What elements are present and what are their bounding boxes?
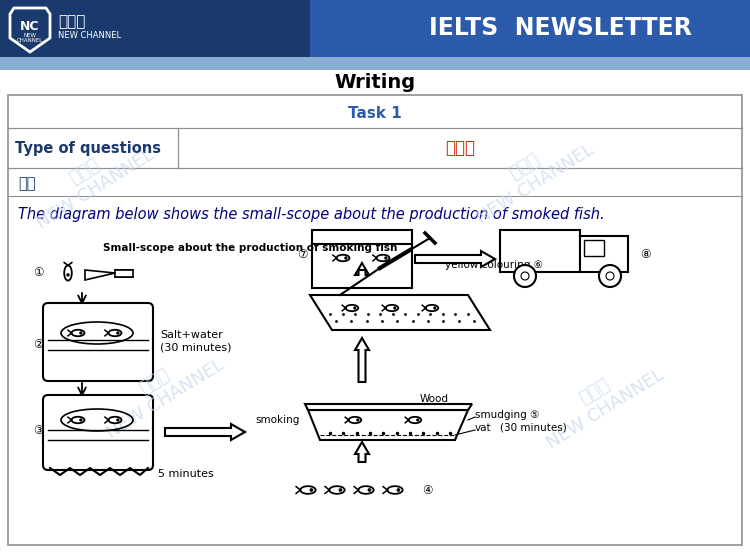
Text: Writing: Writing [334, 72, 416, 91]
Text: Task 1: Task 1 [348, 107, 402, 122]
Circle shape [345, 257, 347, 259]
Circle shape [354, 307, 356, 309]
Text: vat: vat [475, 423, 492, 433]
Ellipse shape [376, 255, 389, 261]
Circle shape [599, 265, 621, 287]
Text: smudging ⑤: smudging ⑤ [475, 410, 539, 420]
Polygon shape [355, 338, 369, 382]
Text: 流程图: 流程图 [445, 139, 475, 157]
Text: yellow colouring ⑥: yellow colouring ⑥ [445, 260, 543, 270]
Ellipse shape [346, 305, 358, 311]
Circle shape [80, 332, 82, 334]
Text: Type of questions: Type of questions [15, 140, 161, 155]
Circle shape [394, 307, 396, 309]
Text: ②: ② [33, 338, 44, 352]
Ellipse shape [71, 417, 85, 423]
Bar [8, 95, 742, 545]
Bar [0, 0, 310, 57]
Text: ③: ③ [33, 424, 44, 436]
Bar [580, 236, 628, 272]
Ellipse shape [329, 486, 345, 494]
Circle shape [398, 489, 400, 491]
Ellipse shape [109, 417, 122, 423]
Bar [312, 230, 412, 288]
Polygon shape [165, 424, 245, 440]
Ellipse shape [349, 417, 361, 423]
Text: ⑦: ⑦ [298, 248, 308, 262]
Text: (30 minutes): (30 minutes) [160, 343, 232, 353]
Polygon shape [415, 251, 495, 267]
Polygon shape [10, 8, 50, 52]
Ellipse shape [426, 305, 438, 311]
Ellipse shape [409, 417, 422, 423]
Text: NC: NC [20, 19, 40, 33]
Ellipse shape [358, 486, 374, 494]
Text: 5 minutes: 5 minutes [158, 469, 214, 479]
Polygon shape [355, 263, 369, 275]
Circle shape [80, 419, 82, 421]
Text: ⑧: ⑧ [640, 248, 650, 262]
Bar [0, 57, 750, 70]
Ellipse shape [300, 486, 316, 494]
Polygon shape [308, 410, 468, 440]
FancyBboxPatch shape [43, 395, 153, 470]
Text: The diagram below shows the small-scope about the production of smoked fish.: The diagram below shows the small-scope … [18, 207, 604, 222]
Text: 新航道
NEW CHANNEL: 新航道 NEW CHANNEL [463, 123, 598, 227]
FancyBboxPatch shape [43, 303, 153, 381]
Circle shape [67, 274, 69, 276]
Text: smoking: smoking [256, 415, 300, 425]
Ellipse shape [109, 330, 122, 336]
Circle shape [310, 489, 313, 491]
Circle shape [357, 419, 358, 421]
Circle shape [433, 307, 436, 309]
Polygon shape [85, 270, 115, 280]
Circle shape [514, 265, 536, 287]
Circle shape [339, 489, 342, 491]
Text: Salt+water: Salt+water [160, 330, 223, 340]
Text: 题目: 题目 [18, 176, 35, 191]
Circle shape [385, 257, 387, 259]
Text: IELTS  NEWSLETTER: IELTS NEWSLETTER [428, 16, 692, 40]
Text: 新航道: 新航道 [58, 14, 86, 29]
Text: ①: ① [33, 267, 44, 279]
Bar [115, 270, 133, 277]
Ellipse shape [337, 255, 350, 261]
Polygon shape [355, 442, 369, 462]
Text: Wood: Wood [420, 394, 449, 404]
Text: ④: ④ [422, 483, 433, 497]
Polygon shape [305, 404, 472, 410]
Ellipse shape [64, 265, 72, 280]
Text: 新航道
NEW CHANNEL: 新航道 NEW CHANNEL [532, 348, 668, 452]
Circle shape [368, 489, 370, 491]
Text: Small-scope about the production of smoking fish: Small-scope about the production of smok… [103, 243, 398, 253]
Bar [310, 0, 750, 57]
Text: 新航道
NEW CHANNEL: 新航道 NEW CHANNEL [92, 338, 227, 442]
Ellipse shape [387, 486, 403, 494]
Circle shape [417, 419, 419, 421]
Circle shape [521, 272, 529, 280]
Circle shape [117, 332, 119, 334]
Text: NEW CHANNEL: NEW CHANNEL [58, 32, 122, 40]
Circle shape [606, 272, 614, 280]
Bar [500, 230, 580, 272]
Ellipse shape [386, 305, 398, 311]
Ellipse shape [71, 330, 85, 336]
Circle shape [117, 419, 119, 421]
Text: 新航道
NEW CHANNEL: 新航道 NEW CHANNEL [22, 128, 158, 232]
Polygon shape [310, 295, 490, 330]
Bar [584, 240, 604, 256]
Text: NEW
CHANNEL: NEW CHANNEL [16, 33, 43, 43]
Text: (30 minutes): (30 minutes) [500, 423, 567, 433]
